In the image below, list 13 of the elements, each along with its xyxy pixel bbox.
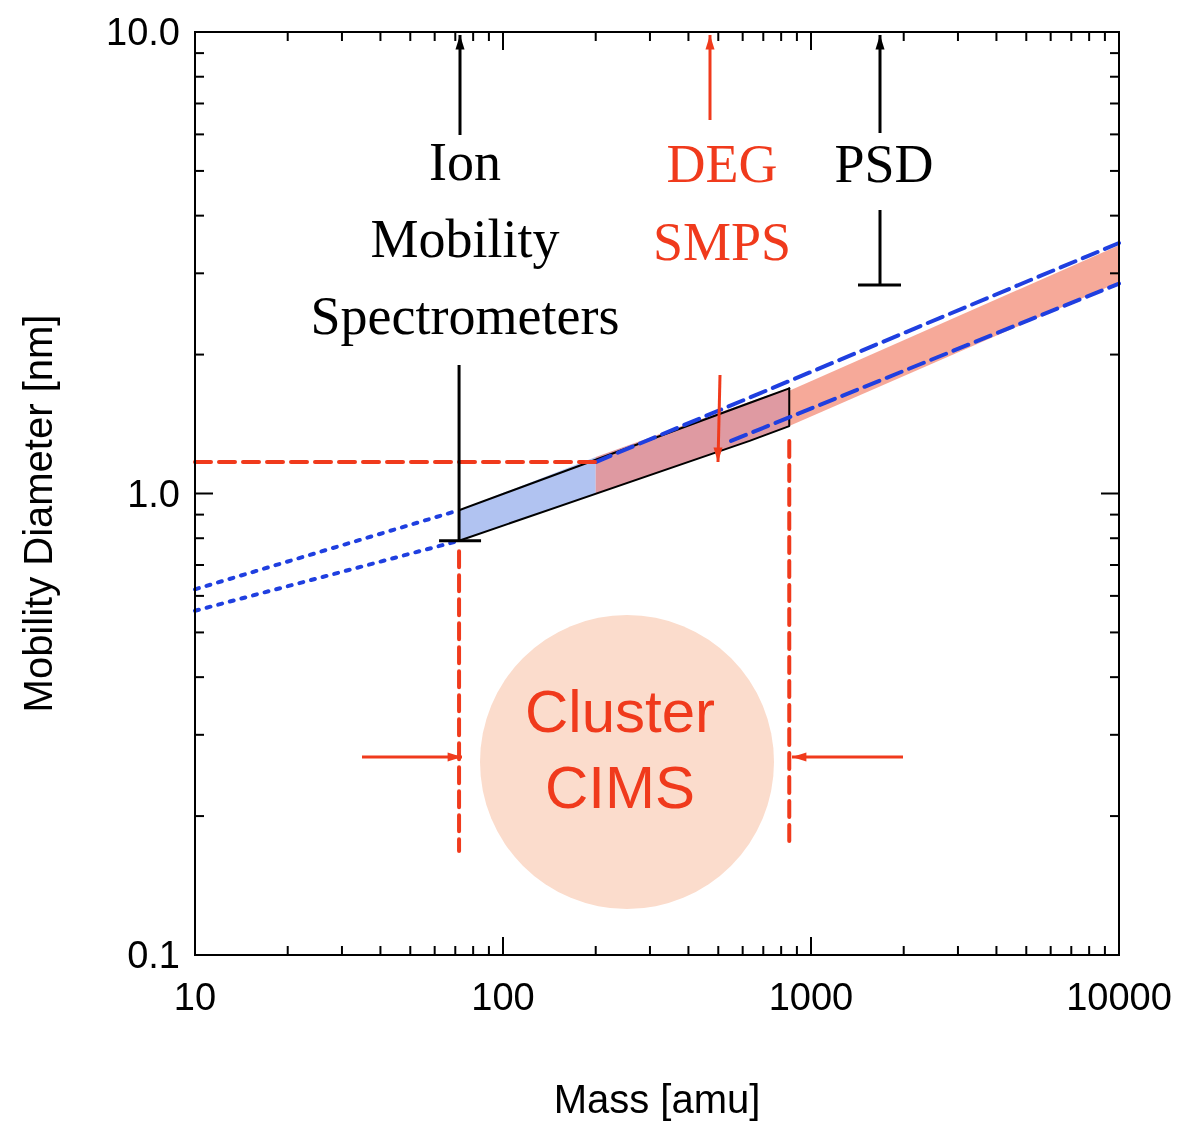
x-tick-label: 100	[471, 976, 535, 1018]
x-axis-title: Mass [amu]	[553, 1077, 761, 1121]
annotation: Ion Mobility Spectrometers	[310, 132, 620, 346]
y-tick-label: 0.1	[127, 934, 180, 976]
x-tick-label: 10000	[1066, 976, 1172, 1018]
y-tick-label: 1.0	[127, 472, 180, 515]
y-axis-title: Mobility Diameter [nm]	[16, 314, 60, 713]
annotation: Cluster CIMS	[524, 678, 716, 821]
x-tick-label: 1000	[768, 976, 854, 1018]
annotation: DEG SMPS	[652, 134, 792, 272]
x-tick-label: 10	[173, 976, 217, 1018]
y-tick-label: 10.0	[106, 11, 180, 53]
annotation: PSD	[834, 134, 934, 194]
